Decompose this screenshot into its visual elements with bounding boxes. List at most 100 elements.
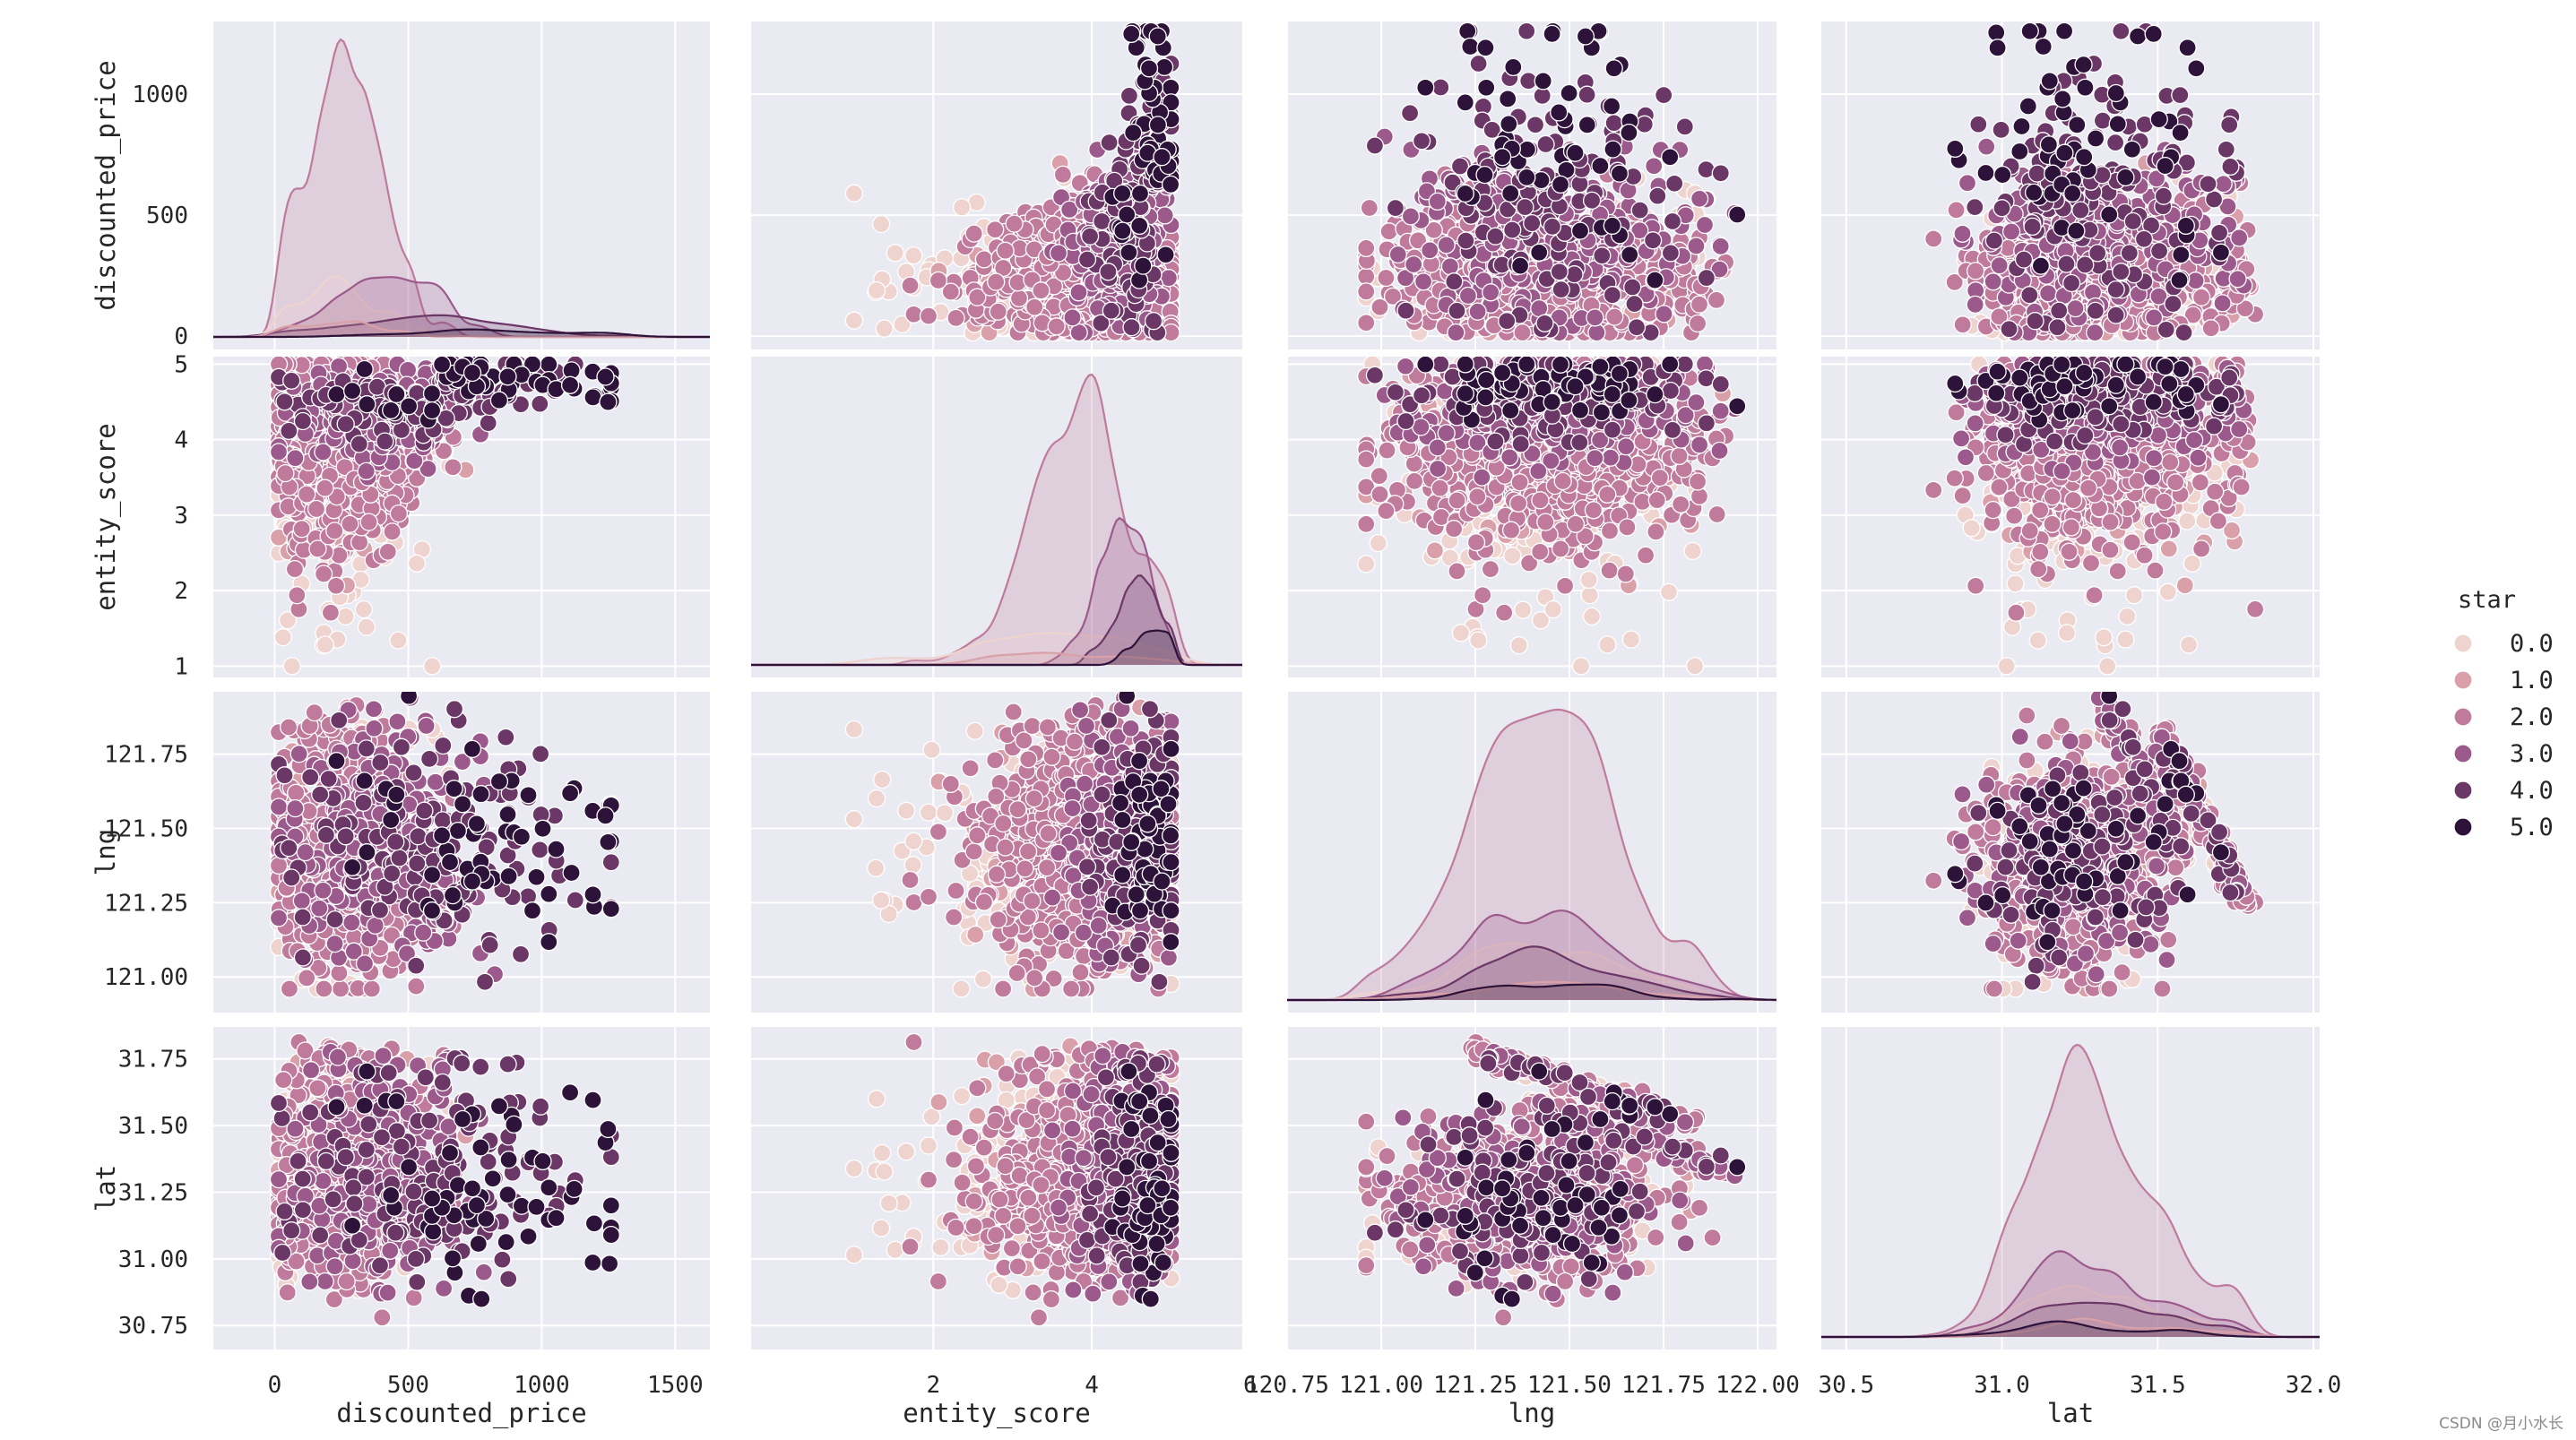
scatter-point — [2230, 229, 2249, 247]
scatter-point — [1161, 175, 1180, 194]
scatter-point — [423, 657, 442, 676]
scatter-point — [2075, 148, 2094, 167]
scatter-point — [1517, 168, 1536, 187]
scatter-point — [357, 617, 376, 636]
scatter-point — [1134, 256, 1153, 275]
scatter-point — [2086, 301, 2105, 321]
scatter-point — [2120, 244, 2139, 263]
scatter-point — [2134, 229, 2154, 248]
scatter-point — [1080, 227, 1100, 246]
scatter-point — [919, 306, 938, 325]
scatter-point — [1053, 263, 1073, 282]
kde-area-star-2.0 — [213, 39, 710, 337]
scatter-point — [2086, 129, 2105, 148]
scatter-point — [314, 565, 333, 583]
scatter-point — [1966, 197, 1984, 217]
scatter-point — [2010, 142, 2029, 161]
scatter-point — [1976, 163, 1995, 183]
scatter-point — [1620, 123, 1638, 142]
scatter-point — [1063, 308, 1082, 327]
scatter-point — [1421, 241, 1439, 260]
scatter-point — [1977, 137, 1996, 156]
scatter-point — [1711, 164, 1730, 183]
scatter-point — [1648, 186, 1667, 205]
scatter-point — [2171, 123, 2190, 142]
scatter-point — [2177, 153, 2197, 172]
scatter-point — [1610, 164, 1629, 183]
panel-discounted_price-vs-lng — [1286, 22, 1776, 349]
scatter-point — [904, 246, 923, 265]
scatter-point — [2201, 319, 2220, 338]
scatter-point — [407, 554, 427, 573]
panel-entity_score-vs-discounted_price — [213, 357, 710, 677]
scatter-point — [1047, 317, 1066, 336]
scatter-point — [1646, 271, 1664, 289]
scatter-point — [2112, 263, 2131, 281]
scatter-point — [2128, 27, 2148, 46]
scatter-point — [2157, 320, 2175, 339]
scatter-point — [1501, 184, 1520, 203]
scatter-point — [941, 282, 960, 301]
scatter-point — [2086, 323, 2105, 342]
scatter-point — [1516, 197, 1534, 217]
scatter-point — [1551, 175, 1570, 194]
scatter-point — [1093, 211, 1111, 231]
scatter-point — [1383, 287, 1403, 306]
panel-discounted_price-vs-lat — [1821, 22, 2320, 349]
scatter-point — [1517, 22, 1536, 40]
kde-area-star-4.0 — [213, 315, 710, 337]
scatter-point — [2149, 109, 2168, 129]
scatter-point — [2209, 223, 2229, 242]
scatter-point — [1621, 246, 1639, 264]
scatter-point — [2172, 246, 2191, 264]
panel-discounted_price-vs-entity_score — [751, 22, 1242, 349]
scatter-point — [2147, 169, 2166, 188]
scatter-point — [1697, 268, 1716, 288]
scatter-point — [1945, 272, 1964, 292]
scatter-point — [2217, 140, 2235, 159]
scatter-point — [1396, 269, 1415, 288]
scatter-point — [1148, 116, 1168, 134]
scatter-point — [1431, 78, 1450, 97]
scatter-point — [1711, 237, 1730, 256]
scatter-point — [1412, 132, 1431, 151]
pairplot-grid — [213, 22, 2320, 1349]
scatter-point — [1461, 37, 1480, 56]
scatter-point — [1687, 237, 1706, 255]
scatter-point — [2023, 217, 2042, 237]
scatter-point — [952, 198, 972, 217]
scatter-point — [2187, 59, 2206, 78]
scatter-point — [1688, 314, 1707, 333]
scatter-point — [2176, 216, 2195, 236]
scatter-point — [2020, 22, 2039, 40]
scatter-point — [1536, 134, 1555, 154]
scatter-point — [1100, 133, 1119, 152]
scatter-point — [2038, 284, 2058, 303]
scatter-point — [321, 603, 341, 622]
scatter-point — [1069, 283, 1088, 302]
scatter-point — [1468, 302, 1487, 321]
scatter-point — [2039, 135, 2059, 154]
scatter-point — [996, 241, 1015, 260]
scatter-point — [1475, 165, 1494, 185]
scatter-point — [1130, 184, 1150, 203]
scatter-point — [2088, 244, 2107, 263]
scatter-point — [2211, 243, 2231, 262]
scatter-point — [2106, 280, 2125, 299]
scatter-point — [1400, 104, 1420, 123]
scatter-point — [2093, 111, 2113, 130]
scatter-point — [901, 276, 920, 295]
scatter-point — [1526, 116, 1545, 134]
scatter-point — [1604, 140, 1622, 159]
scatter-point — [354, 599, 373, 619]
scatter-point — [1119, 243, 1138, 262]
scatter-point — [2106, 83, 2125, 103]
scatter-point — [1144, 312, 1163, 331]
scatter-point — [2048, 318, 2067, 337]
scatter-point — [2050, 301, 2069, 320]
scatter-point — [2144, 308, 2164, 327]
scatter-point — [1445, 272, 1464, 291]
scatter-point — [1153, 148, 1171, 167]
scatter-point — [2034, 37, 2053, 56]
scatter-point — [1357, 238, 1376, 258]
